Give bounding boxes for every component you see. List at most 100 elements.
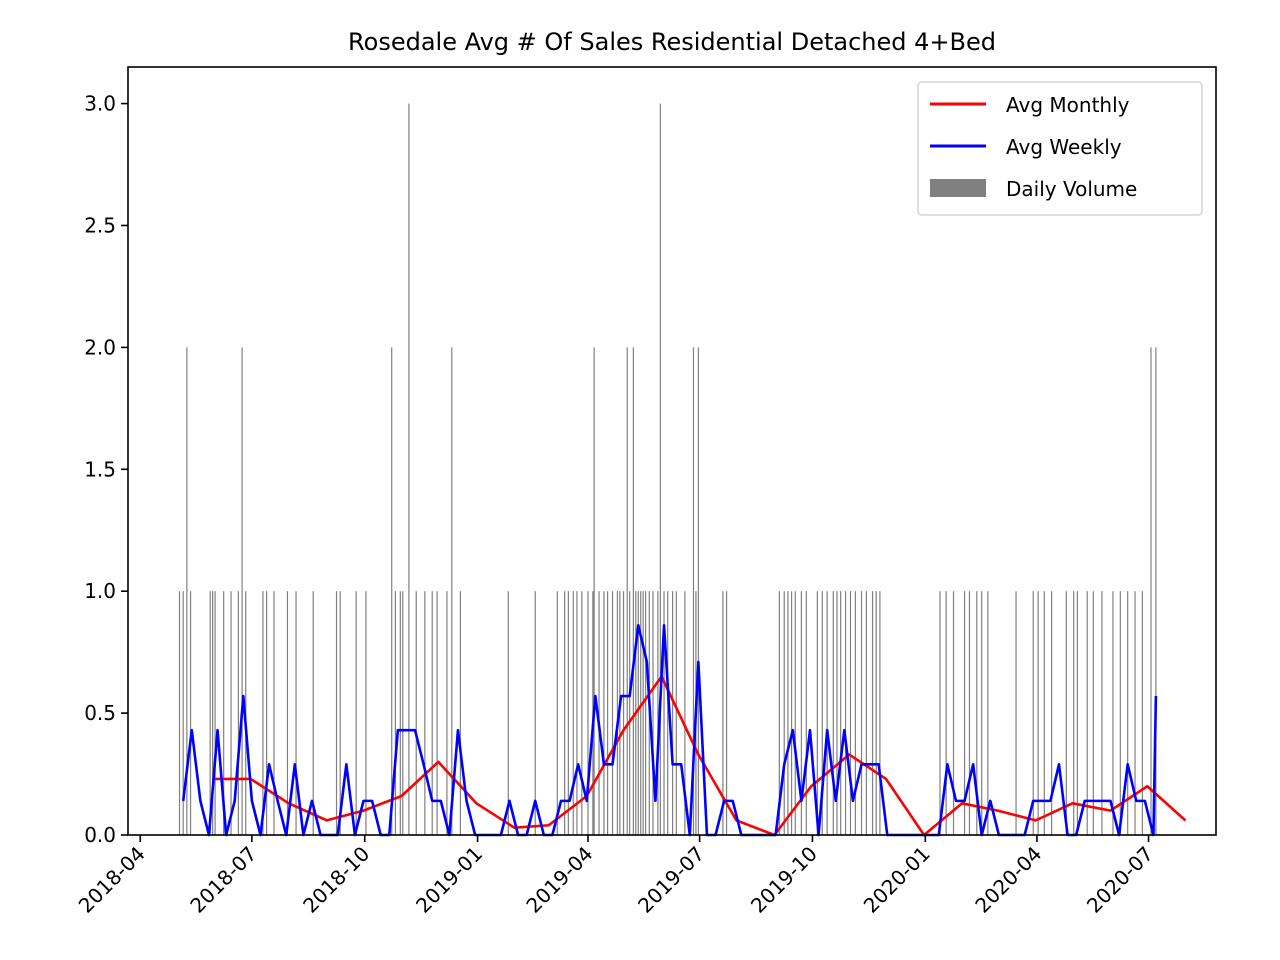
volume-bar [402, 591, 404, 835]
volume-bar [645, 591, 647, 835]
y-tick-label: 1.0 [84, 579, 116, 603]
volume-bar [431, 591, 433, 835]
volume-bar [616, 591, 619, 835]
volume-bar [629, 591, 631, 835]
volume-bar [564, 591, 566, 835]
volume-bar [879, 591, 881, 835]
volume-bar [237, 591, 239, 835]
volume-bar [507, 591, 509, 835]
legend-swatch-daily [930, 179, 986, 197]
volume-bar [805, 591, 807, 835]
legend-label-monthly: Avg Monthly [1006, 93, 1130, 117]
volume-bar [860, 591, 863, 835]
volume-bar [1127, 591, 1129, 835]
volume-bar [399, 591, 401, 835]
volume-bar [214, 591, 216, 835]
y-axis: 0.0 0.5 1.0 1.5 2.0 2.5 3.0 [84, 92, 128, 847]
volume-bar [365, 591, 367, 835]
volume-bar [778, 591, 780, 835]
volume-bar [212, 591, 214, 835]
legend-label-daily: Daily Volume [1006, 177, 1137, 201]
volume-bar [652, 591, 654, 835]
volume-bar [722, 591, 724, 835]
volume-bar [836, 591, 838, 835]
volume-bar [832, 591, 834, 835]
volume-bar [840, 591, 842, 835]
volume-bar [587, 591, 589, 835]
volume-bar [446, 591, 448, 835]
volume-bar [790, 591, 793, 835]
volume-bar [567, 591, 569, 835]
volume-bar [295, 591, 297, 835]
volume-bar [1073, 591, 1075, 835]
volume-bar [186, 347, 188, 835]
volume-bar [1134, 591, 1136, 835]
volume-bar [556, 591, 558, 835]
volume-bar [725, 591, 728, 835]
volume-bar [875, 591, 877, 835]
volume-bar [675, 591, 677, 835]
volume-bar [572, 591, 574, 835]
volume-bar [816, 591, 818, 835]
volume-bar [826, 591, 828, 835]
volume-bar [1032, 591, 1034, 835]
daily-volume-bars [178, 103, 1157, 835]
volume-bar [593, 347, 595, 835]
volume-bar [783, 591, 785, 835]
volume-bar [189, 591, 192, 835]
volume-bar [672, 591, 674, 835]
volume-bar [534, 591, 536, 835]
volume-bar [1150, 347, 1152, 835]
volume-bar [794, 591, 796, 835]
volume-bar [1065, 591, 1067, 835]
volume-bar [871, 591, 874, 835]
volume-bar [1037, 591, 1039, 835]
volume-bar [408, 103, 410, 835]
volume-bar [622, 591, 625, 835]
volume-bar [223, 591, 225, 835]
volume-bar [963, 591, 966, 835]
volume-bar [424, 591, 426, 835]
volume-bar [415, 591, 417, 835]
volume-bar [230, 591, 232, 835]
chart-title: Rosedale Avg # Of Sales Residential Deta… [348, 28, 996, 56]
volume-bar [312, 591, 314, 835]
volume-bar [626, 347, 628, 835]
volume-bar [844, 591, 847, 835]
volume-bar [1043, 591, 1045, 835]
volume-bar [865, 591, 868, 835]
legend: Avg Monthly Avg Weekly Daily Volume [917, 81, 1203, 216]
volume-bar [241, 347, 243, 835]
volume-bar [273, 591, 275, 835]
volume-bar [266, 591, 268, 835]
volume-bar [821, 591, 823, 835]
volume-bar [451, 347, 453, 835]
volume-bar [642, 591, 644, 835]
volume-bar [692, 347, 695, 835]
volume-bar [637, 591, 639, 835]
volume-bar [576, 591, 578, 835]
volume-bar [394, 591, 396, 835]
volume-bar [945, 591, 947, 835]
y-tick-label: 2.0 [84, 335, 116, 359]
volume-bar [968, 591, 971, 835]
legend-box [917, 81, 1203, 216]
volume-bar [1051, 591, 1053, 835]
volume-bar [182, 591, 184, 835]
volume-bar [209, 591, 211, 835]
volume-bar [663, 591, 665, 835]
volume-bar [657, 591, 659, 835]
volume-bar [339, 591, 341, 835]
y-tick-label: 2.5 [84, 213, 116, 237]
volume-bar [976, 591, 978, 835]
volume-bar [849, 591, 852, 835]
volume-bar [355, 591, 357, 835]
volume-bar [640, 591, 642, 835]
volume-bar [981, 591, 983, 835]
volume-bar [939, 591, 941, 835]
y-tick-label: 3.0 [84, 92, 116, 116]
volume-bar [1015, 591, 1017, 835]
y-tick-label: 0.0 [84, 823, 116, 847]
volume-bar [1141, 591, 1143, 835]
